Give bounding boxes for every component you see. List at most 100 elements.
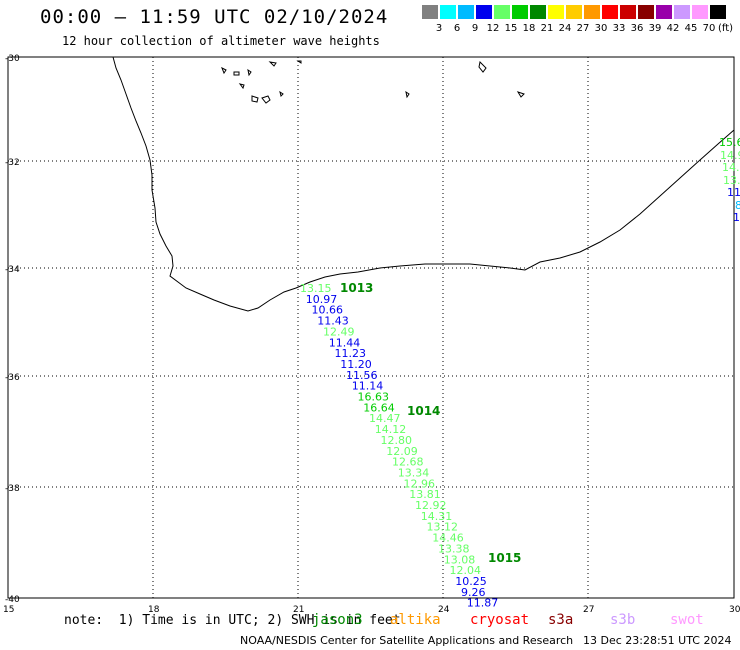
pass-time-label: 1013 — [340, 281, 373, 295]
legend-swatch — [638, 5, 654, 19]
swh-value: 12.68 — [392, 456, 424, 469]
pass-time-label: 1015 — [488, 551, 521, 565]
swh-value: 12.92 — [415, 499, 447, 512]
legend-swatch — [710, 5, 726, 19]
swh-value: 13.81 — [409, 488, 441, 501]
swh-value: 10.25 — [455, 575, 487, 588]
footer-note: note: 1) Time is in UTC; 2) SWH is in fe… — [64, 613, 401, 628]
swh-value: 13.38 — [438, 542, 470, 555]
swh-value: 13.08 — [444, 553, 476, 566]
swh-value: 12.49 — [323, 325, 355, 338]
legend-label: 15 — [504, 23, 518, 34]
legend-swatch — [548, 5, 564, 19]
pass-time-labels: 1013 1014 1015 — [340, 281, 521, 565]
lat-label: -34 — [5, 265, 20, 275]
altimeter-track-1: 13.1510.9710.6611.4312.4911.4411.2311.20… — [300, 282, 498, 610]
lon-label: 15 — [3, 605, 14, 615]
swh-value: 1 — [733, 211, 740, 224]
legend-swatch — [422, 5, 438, 19]
coastline-west — [112, 56, 735, 312]
lon-label: 30 — [729, 605, 740, 615]
pass-time-label: 1014 — [407, 404, 440, 418]
legend-swatch — [458, 5, 474, 19]
swh-value: 14.47 — [369, 412, 401, 425]
legend-swatch — [476, 5, 492, 19]
legend-swatch — [494, 5, 510, 19]
legend-label: 45 — [684, 23, 698, 34]
swh-value: 14. — [722, 161, 740, 174]
legend-swatch — [566, 5, 582, 19]
swh-value: 13.12 — [427, 521, 459, 534]
legend-label: 70 — [702, 23, 716, 34]
swh-value: 11.23 — [335, 347, 367, 360]
lat-label: -36 — [5, 373, 20, 383]
legend-swatch — [692, 5, 708, 19]
lat-label: -38 — [5, 484, 20, 494]
satellite-altika: altika — [390, 612, 441, 628]
legend-label: 21 — [540, 23, 554, 34]
map-title: 00:00 – 11:59 UTC 02/10/2024 — [40, 6, 389, 28]
generated-timestamp: 13 Dec 23:28:51 UTC 2024 — [583, 634, 732, 647]
swh-value: 13.34 — [398, 466, 430, 479]
lat-label: -32 — [5, 158, 20, 168]
swh-value: 14.9 — [720, 149, 740, 162]
swh-value: 16.64 — [363, 401, 395, 414]
map-subtitle: 12 hour collection of altimeter wave hei… — [62, 34, 380, 48]
satellite-swot: swot — [670, 612, 704, 628]
swh-value: 11.20 — [340, 358, 372, 371]
swh-value: 9.26 — [461, 586, 486, 599]
lat-label: -30 — [5, 54, 20, 64]
legend-swatch — [602, 5, 618, 19]
legend-swatch — [656, 5, 672, 19]
legend-swatch — [440, 5, 456, 19]
legend-label: 36 — [630, 23, 644, 34]
lon-label: 21 — [293, 605, 304, 615]
satellite-s3a: s3a — [548, 612, 574, 628]
swh-value: 10.66 — [312, 304, 344, 317]
legend-swatch — [674, 5, 690, 19]
credit-line: NOAA/NESDIS Center for Satellite Applica… — [240, 634, 574, 647]
swh-value: 13. — [723, 174, 740, 187]
satellite-jason3: jason3 — [312, 612, 363, 628]
legend-label: 30 — [594, 23, 608, 34]
legend-label: 27 — [576, 23, 590, 34]
swh-value: 13.15 — [300, 282, 332, 295]
legend-unit: (ft) — [718, 23, 734, 34]
legend-label: 24 — [558, 23, 572, 34]
legend-swatch — [512, 5, 528, 19]
lat-label: -40 — [5, 595, 20, 605]
swh-value: 12.96 — [404, 477, 436, 490]
legend-swatch — [530, 5, 546, 19]
legend-label: 6 — [453, 23, 461, 34]
satellite-s3b: s3b — [610, 612, 636, 628]
legend-swatch — [620, 5, 636, 19]
islands — [221, 60, 525, 104]
satellite-cryosat: cryosat — [470, 612, 530, 628]
swh-value: 11.14 — [352, 380, 384, 393]
swh-value: 11 — [727, 186, 740, 199]
swh-value: 12.09 — [386, 445, 418, 458]
legend-label: 3 — [435, 23, 443, 34]
swh-value: 10.97 — [306, 293, 338, 306]
swh-value: 12.80 — [381, 434, 413, 447]
legend-swatch — [584, 5, 600, 19]
swh-value: 14.46 — [432, 532, 464, 545]
lon-label: 24 — [438, 605, 450, 615]
legend-label: 12 — [486, 23, 500, 34]
swh-value: 11.43 — [317, 315, 349, 328]
legend-label: 39 — [648, 23, 662, 34]
swh-value: 11.87 — [467, 597, 499, 610]
lon-label: 18 — [148, 605, 160, 615]
legend-label: 9 — [471, 23, 479, 34]
swh-value: 16.63 — [358, 391, 390, 404]
lon-label: 27 — [583, 605, 594, 615]
map-frame — [7, 56, 735, 599]
swh-value: 14.12 — [375, 423, 407, 436]
swh-value: 12.04 — [450, 564, 482, 577]
swh-value: 14.31 — [421, 510, 453, 523]
legend-label: 42 — [666, 23, 680, 34]
swh-value: 15.6 — [719, 136, 740, 149]
